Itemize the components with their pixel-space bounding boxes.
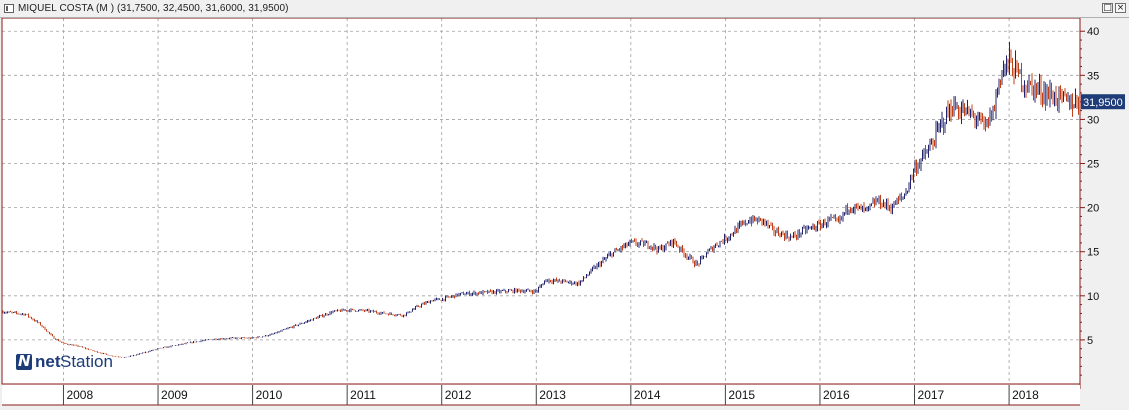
grid-lines	[2, 18, 1080, 384]
x-tick-label: 2011	[350, 388, 376, 402]
window-menu-icon[interactable]	[4, 4, 14, 13]
y-tick-label: 40	[1087, 26, 1099, 38]
x-tick-label: 2013	[539, 388, 566, 402]
price-chart[interactable]: 5 10 15 20 25 30 35 40 2008 2009 2010 2011 2012 2013…	[0, 18, 1129, 410]
netstation-logo-mark-icon: N	[16, 352, 32, 370]
x-tick-label: 2016	[823, 388, 850, 402]
y-axis: 5 10 15 20 25 30 35 40	[1079, 18, 1099, 389]
x-tick-label: 2012	[445, 388, 472, 402]
y-tick-label: 20	[1087, 203, 1099, 215]
x-tick-label: 2010	[256, 388, 283, 402]
x-tick-label: 2009	[161, 388, 188, 402]
y-tick-label: 15	[1087, 247, 1099, 259]
y-tick-label: 5	[1087, 335, 1093, 347]
ohlc-bars	[2, 41, 1079, 358]
title-bar[interactable]: MIQUEL COSTA (M ) (31,7500, 32,4500, 31,…	[0, 0, 1129, 18]
x-tick-label: 2008	[66, 388, 93, 402]
window-title: MIQUEL COSTA (M ) (31,7500, 32,4500, 31,…	[18, 3, 289, 14]
logo-text-net: net	[35, 352, 61, 371]
x-tick-label: 2015	[728, 388, 755, 402]
y-tick-label: 10	[1087, 291, 1099, 303]
y-tick-label: 30	[1087, 114, 1099, 126]
plot-area[interactable]	[2, 18, 1080, 384]
restore-button[interactable]: □	[1102, 3, 1113, 13]
last-value-badge-background	[1081, 94, 1125, 110]
x-tick-label: 2017	[918, 388, 945, 402]
x-tick-label: 2018	[1012, 388, 1039, 402]
x-axis-strip	[2, 385, 1080, 405]
x-axis: 2008 2009 2010 2011 2012 2013 2014 2015 2016 2017…	[2, 385, 1080, 406]
last-value-badge: 31,9500	[1081, 94, 1125, 110]
x-tick-label: 2014	[634, 388, 661, 402]
logo-text-station: Station	[60, 352, 113, 371]
y-tick-label: 35	[1087, 70, 1099, 82]
last-value-label: 31,9500	[1083, 97, 1123, 109]
y-tick-label: 25	[1087, 159, 1099, 171]
close-button[interactable]: ×	[1115, 3, 1126, 13]
